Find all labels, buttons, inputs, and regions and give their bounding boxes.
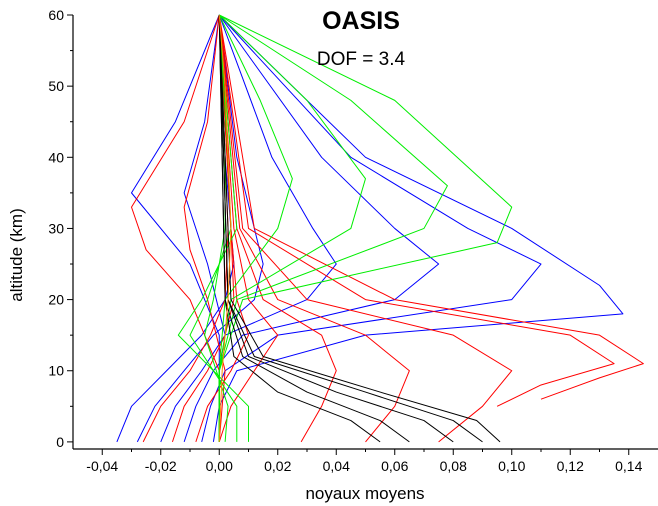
y-tick-label: 0 [56, 434, 64, 450]
chart-title: OASIS [322, 7, 400, 35]
blue-series-line [136, 14, 264, 443]
black-series-line [218, 14, 410, 443]
x-tick-label: 0,02 [264, 458, 291, 474]
x-tick-label: -0,04 [86, 458, 118, 474]
black-series-line [218, 14, 501, 443]
chart-subtitle: DOF = 3.4 [317, 49, 406, 70]
x-tick-label: 0,04 [323, 458, 350, 474]
red-series-line [218, 14, 513, 443]
red-series-line [218, 14, 279, 443]
orange-series-line [218, 14, 232, 442]
x-tick-label: 0,08 [440, 458, 467, 474]
axes: -0,04 -0,02 0,00 0,02 0,04 0,06 0,08 0,10 0,12 0,… [48, 7, 658, 474]
y-tick-label: 50 [48, 78, 64, 94]
x-tick-label: 0,12 [557, 458, 584, 474]
red-series-line [218, 14, 410, 443]
y-axis-title: altitude (km) [7, 208, 26, 302]
x-tick-label: 0,14 [615, 458, 642, 474]
series-layer [116, 14, 644, 443]
y-tick-label: 20 [48, 292, 64, 308]
red-series-line [218, 14, 615, 407]
black-series-line [218, 14, 483, 443]
y-tick-label: 60 [48, 7, 64, 23]
red-series-line [183, 14, 226, 442]
y-tick-label: 30 [48, 220, 64, 236]
x-tick-label: 0,00 [206, 458, 233, 474]
x-tick-label: 0,06 [381, 458, 408, 474]
green-series-line [177, 14, 249, 442]
blue-series-line [212, 14, 624, 442]
green-series-line [218, 14, 513, 442]
y-tick-label: 40 [48, 149, 64, 165]
x-tick-label: -0,02 [145, 458, 177, 474]
y-tick-label: 10 [48, 363, 64, 379]
x-axis-title: noyaux moyens [305, 484, 424, 503]
red-series-line [218, 14, 644, 400]
x-tick-label: 0,10 [498, 458, 525, 474]
